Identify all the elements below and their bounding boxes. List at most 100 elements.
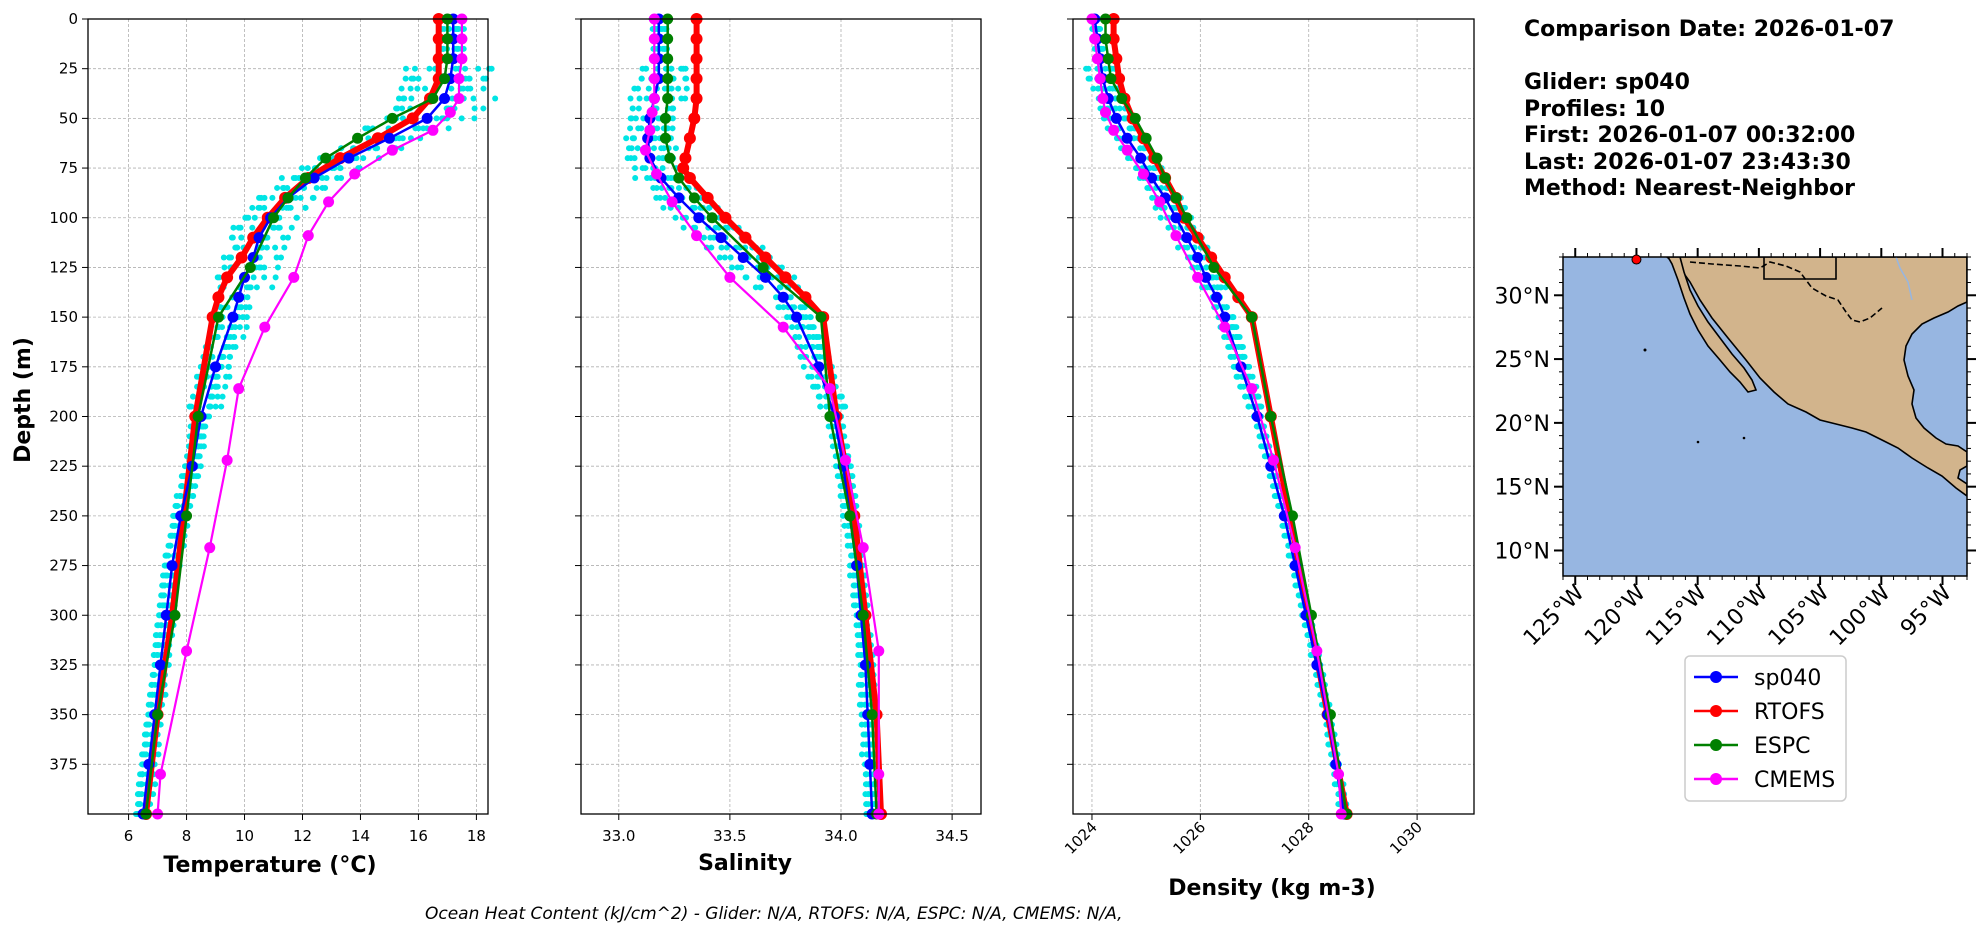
glider-profile-point xyxy=(223,373,230,380)
glider-profile-point xyxy=(650,145,657,152)
glider-profile-point xyxy=(723,244,730,251)
series-point-espc xyxy=(1208,261,1220,273)
glider-profile-point xyxy=(1225,343,1232,350)
glider-profile-point xyxy=(243,304,250,311)
series-point-rtofs xyxy=(683,132,696,145)
series-point-espc xyxy=(844,510,856,522)
glider-profile-point xyxy=(337,165,344,172)
series-point-sp040 xyxy=(308,172,320,184)
series-point-sp040 xyxy=(383,132,395,144)
glider-profile-point xyxy=(632,175,639,181)
glider-profile-point xyxy=(272,274,279,281)
glider-profile-point xyxy=(239,314,246,321)
glider-profile-point xyxy=(149,691,156,698)
series-point-cmems xyxy=(646,106,658,118)
series-point-sp040 xyxy=(1121,132,1133,144)
series-point-espc xyxy=(1159,172,1171,184)
glider-profile-point xyxy=(480,105,487,112)
glider-profile-point xyxy=(362,125,369,132)
glider-profile-point xyxy=(668,65,675,72)
location-map: 30°N 25°N 20°N 15°N 10°N 125°W120°W115°W110°W… xyxy=(1495,248,1976,651)
glider-profile-point xyxy=(393,105,400,112)
glider-position-marker xyxy=(1631,254,1642,265)
map-frame xyxy=(1562,256,1968,577)
glider-profile-point xyxy=(402,65,409,72)
series-point-cmems xyxy=(453,93,465,104)
y-tick-label: 125 xyxy=(49,258,78,276)
map-lon-label: 95°W xyxy=(1896,580,1957,641)
profile-count: Profiles: 10 xyxy=(1524,97,1665,122)
density-axis-label: Density (kg m-3) xyxy=(1168,876,1376,901)
glider-profile-point xyxy=(152,642,159,649)
series-point-cmems xyxy=(691,230,703,242)
glider-profile-point xyxy=(237,224,244,231)
series-point-sp040 xyxy=(1192,252,1204,263)
series-point-espc xyxy=(439,73,451,85)
salinity-panel: 33.0 33.5 34.0 34.5 xyxy=(575,13,982,845)
glider-profile-point xyxy=(775,304,782,311)
glider-profile-point xyxy=(177,493,184,499)
series-point-espc xyxy=(1116,93,1128,104)
series-point-cmems xyxy=(644,124,656,136)
series-point-sp040 xyxy=(343,152,355,164)
glider-profile-point xyxy=(678,65,685,72)
series-point-espc xyxy=(1140,132,1152,144)
glider-profile-point xyxy=(143,721,150,728)
series-point-cmems xyxy=(639,144,651,156)
glider-profile-point xyxy=(471,115,478,122)
glider-profile-point xyxy=(1230,314,1237,321)
glider-profile-point xyxy=(229,343,236,350)
series-point-cmems xyxy=(259,321,271,333)
series-point-rtofs xyxy=(235,251,248,264)
glider-profile-point xyxy=(670,105,677,112)
glider-profile-point xyxy=(1090,85,1097,92)
series-point-rtofs xyxy=(688,112,701,125)
glider-profile-point xyxy=(198,433,205,440)
glider-profile-point xyxy=(653,194,660,201)
glider-profile-point xyxy=(304,165,311,172)
glider-profile-point xyxy=(636,95,643,102)
series-point-espc xyxy=(824,411,836,422)
glider-profile-point xyxy=(222,383,229,390)
series-point-sp040 xyxy=(1146,172,1158,184)
legend-marker xyxy=(1710,773,1722,785)
glider-profile-point xyxy=(682,75,689,82)
glider-profile-point xyxy=(139,771,146,778)
y-tick-label: 50 xyxy=(59,109,78,127)
series-point-cmems xyxy=(857,542,869,554)
x-tick-label: 33.0 xyxy=(602,827,635,845)
series-point-espc xyxy=(181,510,193,522)
glider-profile-point xyxy=(842,403,849,410)
series-point-cmems xyxy=(221,454,233,466)
series-point-cmems xyxy=(873,645,885,657)
series-point-espc xyxy=(1265,411,1277,422)
glider-profile-point xyxy=(1233,373,1240,380)
glider-profile-point xyxy=(1109,85,1116,92)
glider-profile-point xyxy=(310,194,317,201)
glider-profile-point xyxy=(151,671,158,678)
glider-profile-point xyxy=(1257,403,1264,410)
map-lat-label: 20°N xyxy=(1495,412,1550,437)
legend-frame xyxy=(1684,655,1847,802)
glider-profile-point xyxy=(238,234,245,241)
glider-profile-point xyxy=(791,274,798,281)
glider-profile-point xyxy=(721,254,728,261)
map-lon-label: 110°W xyxy=(1703,580,1774,651)
glider-profile-point xyxy=(242,214,249,221)
glider-profile-point xyxy=(631,155,638,162)
glider-profile-point xyxy=(623,135,630,142)
series-point-espc xyxy=(169,609,181,621)
legend-marker xyxy=(1710,671,1722,683)
glider-profile-point xyxy=(407,85,414,92)
series-point-cmems xyxy=(427,124,439,136)
series-point-sp040 xyxy=(1110,112,1122,124)
series-point-cmems xyxy=(666,196,678,208)
glider-profile-point xyxy=(209,393,216,400)
glider-profile-point xyxy=(848,552,855,559)
series-point-cmems xyxy=(456,33,468,45)
glider-profile-point xyxy=(780,304,787,311)
series-point-rtofs xyxy=(677,162,690,175)
glider-profile-point xyxy=(1175,244,1182,251)
glider-profile-point xyxy=(1086,75,1093,82)
glider-profile-point xyxy=(655,115,662,122)
